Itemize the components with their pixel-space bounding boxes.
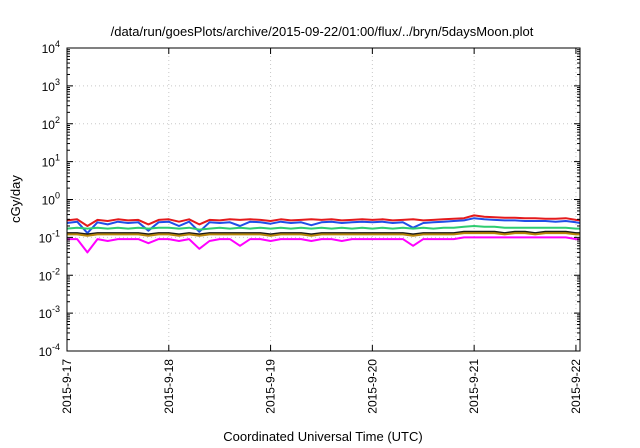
series-line-1: [66, 214, 581, 227]
y-tick-label: 100: [42, 191, 60, 208]
y-tick-label: 10-1: [39, 228, 60, 245]
y-axis-label: cGy/day: [8, 175, 23, 223]
y-tick-label: 10-2: [39, 266, 60, 283]
x-tick-label: 2015-9-20: [365, 359, 379, 414]
y-axis: 10-4 10-3 10-2 10-1 100 101 102 103 104: [39, 39, 580, 359]
x-tick-label: 2015-9-19: [264, 359, 278, 414]
grid: [67, 48, 580, 351]
series-line-2: [66, 217, 581, 235]
chart-title: /data/run/goesPlots/archive/2015-09-22/0…: [111, 24, 534, 39]
series-line-4: [67, 230, 580, 236]
series-group: [66, 214, 581, 254]
x-tick-label: 2015-9-17: [60, 359, 74, 414]
x-tick-label: 2015-9-22: [569, 359, 583, 414]
series-line-6: [67, 236, 580, 254]
y-tick-label: 10-3: [39, 304, 60, 321]
y-tick-label: 102: [42, 115, 60, 132]
x-tick-label: 2015-9-18: [162, 359, 176, 414]
y-tick-label: 104: [42, 39, 60, 56]
series-line-5: [67, 232, 580, 237]
y-tick-label: 103: [42, 77, 60, 94]
y-tick-label: 101: [42, 153, 60, 170]
x-tick-label: 2015-9-21: [467, 359, 481, 414]
y-tick-label: 10-4: [39, 342, 60, 359]
x-axis: 2015-9-17 2015-9-18 2015-9-19 2015-9-20 2015…: [60, 48, 583, 414]
series-line-3: [66, 225, 580, 231]
x-axis-label: Coordinated Universal Time (UTC): [223, 429, 422, 444]
